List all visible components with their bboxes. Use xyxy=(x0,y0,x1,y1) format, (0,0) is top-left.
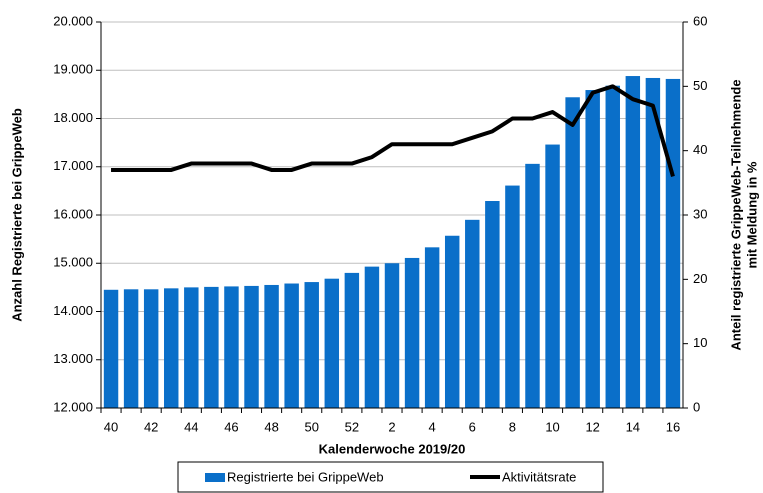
y2-tick-label: 40 xyxy=(693,142,707,157)
bar xyxy=(565,97,580,409)
x-tick-label: 2 xyxy=(388,419,395,434)
y-tick-label: 17.000 xyxy=(53,158,93,173)
x-tick-label: 12 xyxy=(585,419,599,434)
legend-box xyxy=(177,461,604,493)
bar xyxy=(645,77,661,408)
y2-tick-label: 30 xyxy=(693,206,707,221)
y-axis-title: Anzahl Registrierte bei GrippeWeb xyxy=(9,108,24,322)
y-tick-label: 19.000 xyxy=(53,62,93,77)
bar xyxy=(164,288,179,408)
y2-tick-label: 60 xyxy=(693,13,707,28)
bar xyxy=(224,286,239,408)
bar xyxy=(123,289,139,408)
x-tick-label: 4 xyxy=(429,419,436,434)
x-tick-label: 40 xyxy=(104,419,118,434)
bar xyxy=(324,278,340,408)
bar xyxy=(605,85,620,408)
bar xyxy=(384,263,400,408)
bar xyxy=(525,163,540,408)
bar xyxy=(304,282,319,408)
bar xyxy=(264,284,279,408)
line xyxy=(111,84,675,177)
bar xyxy=(424,247,440,408)
y2-tick-label: 10 xyxy=(693,335,707,350)
bar xyxy=(625,76,641,408)
y-tick-label: 14.000 xyxy=(53,303,93,318)
bar xyxy=(284,283,299,408)
bar xyxy=(204,286,219,408)
bar xyxy=(505,185,520,408)
y2-tick-label: 0 xyxy=(693,399,700,414)
x-tick-label: 16 xyxy=(666,419,680,434)
bar xyxy=(143,289,159,408)
y2-axis-title: mit Meldung in % xyxy=(744,161,759,268)
legend-label: Aktivitätsrate xyxy=(502,469,576,484)
x-tick-label: 10 xyxy=(545,419,559,434)
x-tick-label: 42 xyxy=(144,419,158,434)
x-tick-label: 50 xyxy=(304,419,318,434)
y2-tick-label: 20 xyxy=(693,271,707,286)
legend-label: Registrierte bei GrippeWeb xyxy=(227,469,384,484)
x-axis-title: Kalenderwoche 2019/20 xyxy=(319,441,466,456)
bar xyxy=(103,289,119,408)
x-tick-label: 48 xyxy=(264,419,278,434)
y-tick-label: 13.000 xyxy=(53,351,93,366)
bar xyxy=(364,266,380,408)
bar xyxy=(404,257,420,408)
x-tick-label: 46 xyxy=(224,419,238,434)
bar xyxy=(244,285,259,408)
y-tick-label: 16.000 xyxy=(53,206,93,221)
y-tick-label: 12.000 xyxy=(53,399,93,414)
bar xyxy=(485,201,500,408)
bar xyxy=(545,144,560,408)
x-tick-label: 44 xyxy=(184,419,198,434)
y-tick-label: 15.000 xyxy=(53,255,93,270)
x-tick-label: 14 xyxy=(626,419,640,434)
x-tick-label: 8 xyxy=(509,419,516,434)
bar xyxy=(585,90,600,408)
y-tick-label: 20.000 xyxy=(53,13,93,28)
bar xyxy=(444,235,460,408)
legend-swatch xyxy=(205,473,225,482)
bar xyxy=(184,287,199,408)
y2-axis-title: Anteil registrierte GrippeWeb-Teilnehmen… xyxy=(728,79,743,350)
y2-tick-label: 50 xyxy=(693,78,707,93)
x-tick-label: 6 xyxy=(469,419,476,434)
x-tick-label: 52 xyxy=(345,419,359,434)
bar xyxy=(665,78,681,408)
bar xyxy=(465,219,480,408)
bar xyxy=(344,272,360,408)
y-tick-label: 18.000 xyxy=(53,110,93,125)
